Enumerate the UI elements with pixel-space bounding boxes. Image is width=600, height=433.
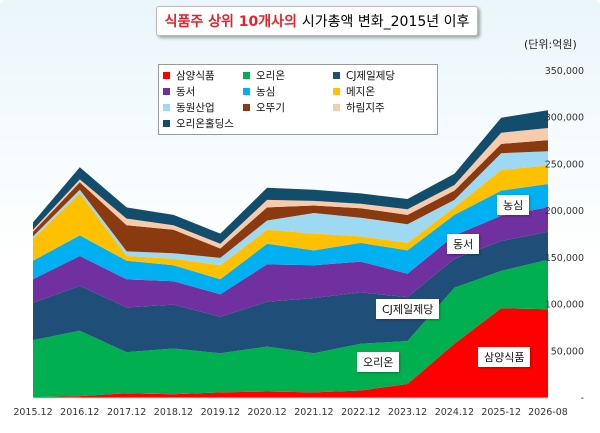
y-tick-label: 150,000 (545, 253, 584, 264)
area-series-group (33, 110, 548, 398)
legend-swatch (163, 120, 170, 127)
legend-item: 오리온홀딩스 (163, 116, 243, 131)
legend-label: 오리온홀딩스 (176, 118, 234, 130)
area-series-0 (33, 308, 548, 398)
legend-item: 동원산업 (163, 100, 243, 115)
x-tick-label: 2021.12 (294, 407, 333, 418)
area-series-4 (33, 184, 548, 295)
legend-item: 오뚜기 (243, 100, 333, 115)
legend-item: 삼양식품 (163, 68, 243, 83)
area-series-1 (33, 259, 548, 398)
annotation-samyang: 삼양식품 (478, 347, 531, 367)
legend-label: 농심 (256, 86, 276, 98)
legend-item: 오리온 (243, 68, 333, 83)
x-tick-label: 2019.12 (201, 407, 240, 418)
legend-swatch (163, 104, 170, 111)
legend-label: 메지온 (346, 86, 375, 98)
chart-title-rest: 시가총액 변화_2015년 이후 (301, 14, 470, 30)
legend-swatch (163, 72, 170, 79)
legend-label: 삼양식품 (176, 70, 215, 82)
y-tick-label: 50,000 (551, 346, 584, 357)
x-tick-label: 2017.12 (107, 407, 146, 418)
legend-item: 메지온 (333, 84, 413, 99)
legend-swatch (333, 104, 340, 111)
area-series-8 (33, 128, 548, 249)
y-axis: - 50,000 100,000 150,000 200,000 250,000 300,0… (545, 66, 584, 404)
x-tick-label: 2026-08 (528, 407, 568, 418)
x-tick-label: 2023.12 (388, 407, 427, 418)
y-tick-label: 300,000 (545, 113, 584, 124)
x-tick-label: 2025-12 (481, 407, 521, 418)
legend-swatch (243, 72, 250, 79)
area-series-7 (33, 140, 548, 258)
annotation-cj: CJ제일제당 (376, 299, 440, 319)
y-tick-label: 100,000 (545, 300, 584, 311)
legend-label: 오리온 (256, 70, 285, 82)
legend-label: 오뚜기 (256, 102, 285, 114)
area-series-6 (33, 151, 548, 266)
area-series-2 (33, 231, 548, 354)
area-series-5 (33, 165, 548, 280)
legend-label: 동서 (176, 86, 196, 98)
legend-swatch (243, 88, 250, 95)
chart-title-highlight: 식품주 상위 10개사의 (164, 14, 297, 30)
area-series-3 (33, 207, 548, 317)
legend-swatch (243, 104, 250, 111)
legend-item: CJ제일제당 (333, 68, 413, 83)
legend-item: 하림지주 (333, 100, 413, 115)
x-tick-label: 2018.12 (154, 407, 193, 418)
y-tick-label: 250,000 (545, 159, 584, 170)
y-tick-label: 200,000 (545, 206, 584, 217)
legend-label: 동원산업 (176, 102, 215, 114)
x-tick-label: 2022.12 (341, 407, 380, 418)
chart-title: 식품주 상위 10개사의 시가총액 변화_2015년 이후 (156, 6, 478, 36)
legend-swatch (333, 72, 340, 79)
annotation-nongshim: 농심 (497, 195, 530, 215)
legend-label: 하림지주 (346, 102, 385, 114)
legend-swatch (163, 88, 170, 95)
x-tick-label: 2020.12 (247, 407, 286, 418)
y-tick-label: - (581, 393, 584, 404)
x-tick-label: 2015.12 (13, 407, 52, 418)
x-tick-label: 2016.12 (60, 407, 99, 418)
legend-item: 동서 (163, 84, 243, 99)
y-tick-label: 350,000 (545, 66, 584, 77)
area-series-9 (33, 110, 548, 244)
legend-swatch (333, 88, 340, 95)
annotation-orion: 오리온 (357, 352, 400, 372)
x-axis: 2015.12 2016.12 2017.12 2018.12 2019.12 2020.… (13, 397, 568, 418)
annotation-dongsuh: 동서 (447, 234, 480, 254)
x-tick-label: 2024.12 (435, 407, 474, 418)
legend-label: CJ제일제당 (346, 70, 396, 82)
unit-label: (단위:억원) (524, 38, 577, 51)
legend-item: 농심 (243, 84, 333, 99)
